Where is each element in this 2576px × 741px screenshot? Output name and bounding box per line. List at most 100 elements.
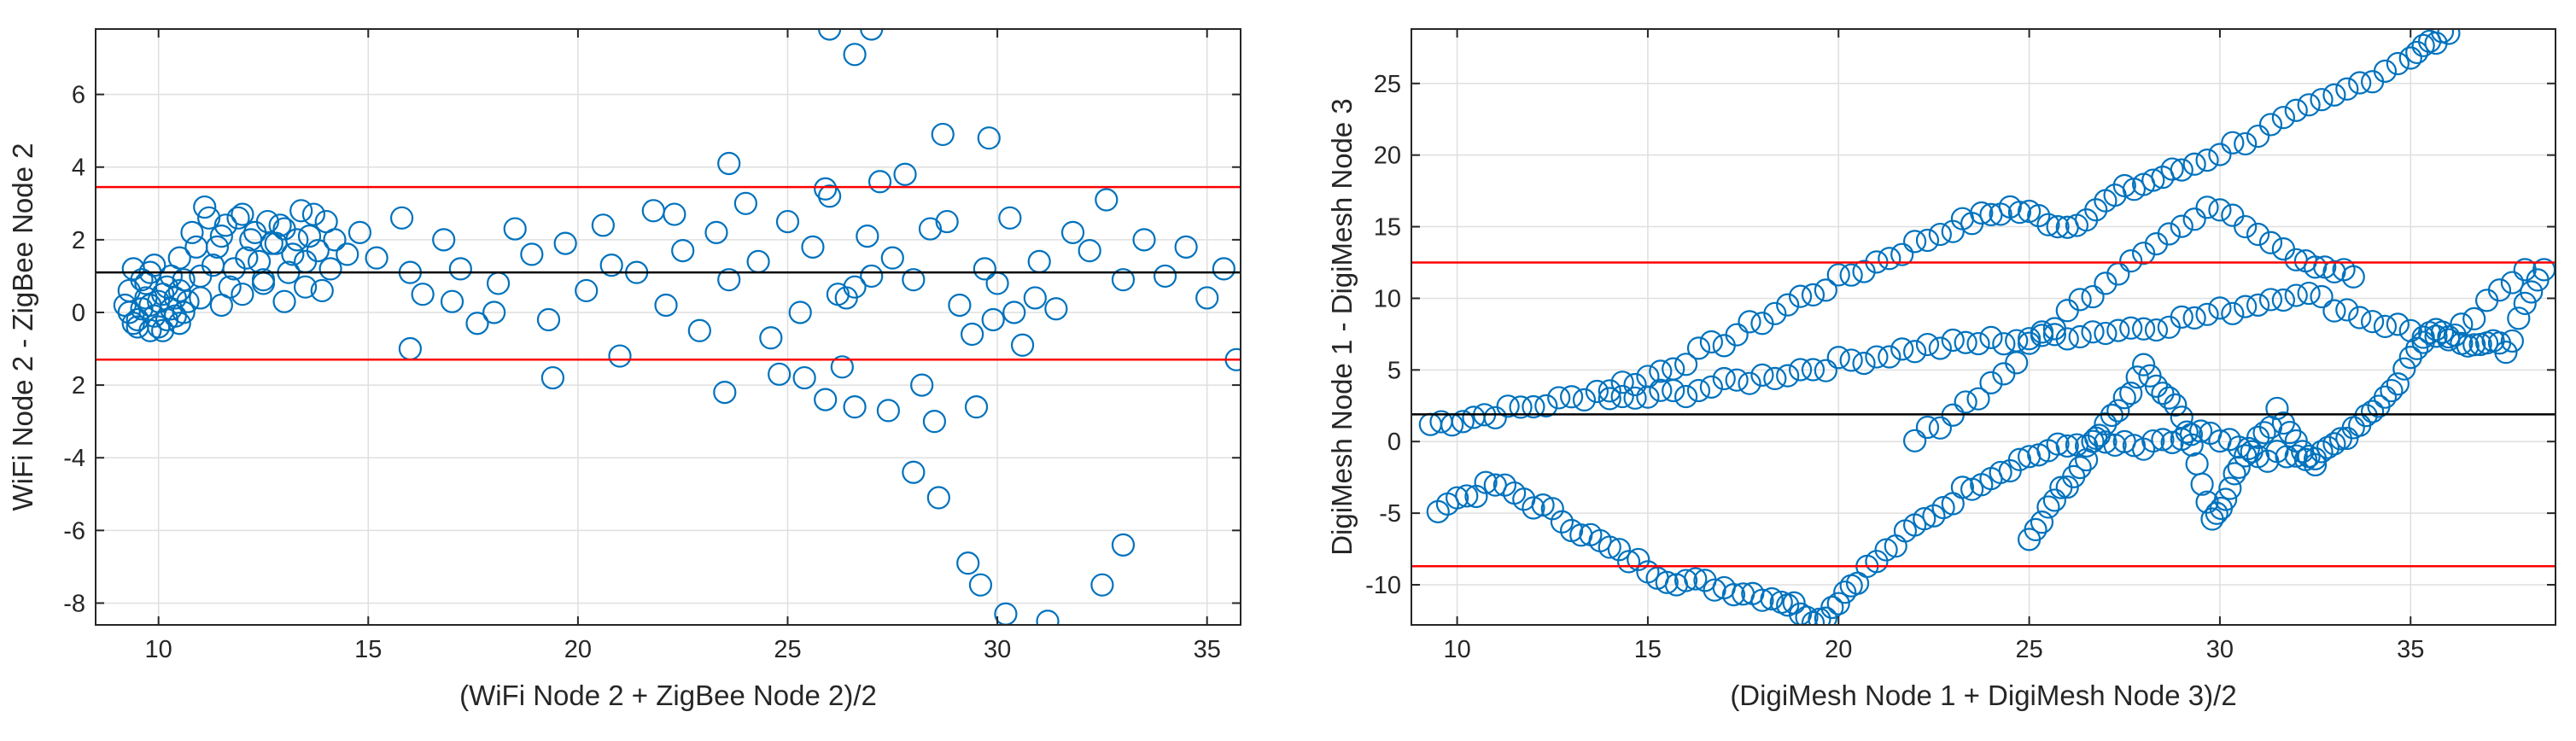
x-tick-label: 30 [984, 636, 1011, 663]
data-point [2036, 495, 2060, 519]
data-point [2160, 157, 2184, 181]
data-point [172, 268, 196, 292]
data-point [201, 254, 225, 277]
plot-frame [95, 28, 1241, 626]
data-point [1090, 573, 1114, 597]
data-point [2182, 207, 2206, 231]
y-tick-label: 10 [1374, 285, 1401, 312]
data-point [2190, 472, 2214, 496]
data-point [540, 365, 565, 390]
data-point [2398, 46, 2422, 70]
data-point [1839, 263, 1863, 287]
data-point [2024, 517, 2047, 541]
data-point [2258, 230, 2283, 254]
data-point [1979, 370, 2003, 394]
data-point [1750, 588, 1774, 612]
data-point [1572, 388, 1597, 411]
data-point [2234, 214, 2258, 239]
data-point [2141, 168, 2165, 192]
data-point [2513, 291, 2537, 315]
data-point [1839, 348, 1863, 372]
y-tick-label: 25 [1374, 71, 1401, 98]
data-point [1890, 337, 1914, 361]
data-point [1212, 257, 1235, 281]
data-point [2094, 321, 2117, 346]
data-point [117, 300, 141, 324]
data-point [2278, 421, 2302, 445]
data-point [977, 126, 1001, 150]
y-axis-label: DigiMesh Node 1 - DigiMesh Node 3 [1326, 98, 1358, 556]
data-point [1776, 293, 1800, 317]
data-point [1865, 550, 1889, 574]
data-point [1878, 345, 1901, 369]
data-point [323, 228, 347, 252]
data-point [2291, 440, 2315, 464]
data-point [1483, 406, 1507, 429]
data-point [2081, 429, 2105, 453]
data-point [2373, 59, 2398, 83]
data-point [1095, 188, 1119, 212]
data-point [2106, 318, 2130, 342]
data-point [814, 177, 838, 201]
data-point [2084, 198, 2108, 222]
data-point [2265, 396, 2289, 421]
data-point [1607, 538, 1632, 562]
data-point [2094, 430, 2117, 454]
data-point [1598, 387, 1621, 411]
data-point [1989, 202, 2012, 226]
data-point [2042, 323, 2066, 347]
data-point [608, 344, 632, 368]
data-point [2106, 399, 2130, 423]
data-point [1496, 394, 1520, 418]
data-point [2208, 198, 2232, 222]
data-point [1078, 239, 1101, 263]
data-point [297, 224, 322, 248]
data-point [2018, 327, 2042, 351]
data-point [2304, 452, 2328, 477]
data-point [1814, 606, 1837, 625]
data-point [193, 195, 217, 219]
data-point [213, 213, 237, 237]
data-point [155, 275, 179, 299]
data-point [733, 191, 757, 215]
data-point [235, 246, 259, 270]
data-point [389, 206, 414, 230]
data-point [2361, 400, 2385, 423]
data-point [998, 206, 1022, 230]
data-point [961, 322, 984, 347]
data-point [348, 220, 372, 244]
data-point [2175, 420, 2199, 444]
data-point [1795, 605, 1819, 625]
data-point [2125, 365, 2149, 389]
data-point [482, 300, 506, 324]
data-point [2322, 83, 2346, 107]
data-point [1522, 496, 1545, 520]
data-point [1627, 547, 1650, 572]
data-point [121, 312, 145, 335]
x-tick-label: 25 [774, 636, 801, 663]
data-point [1979, 325, 2003, 349]
data-point [310, 278, 334, 303]
data-point [1153, 264, 1177, 289]
data-point [843, 395, 867, 419]
data-point [2246, 293, 2270, 317]
data-point [671, 239, 695, 263]
data-point [746, 249, 770, 273]
data-point [2151, 428, 2175, 452]
data-point [1903, 340, 1927, 364]
data-point [2252, 421, 2276, 445]
data-point [1725, 323, 1749, 347]
data-point [1725, 368, 1749, 392]
data-point [2386, 312, 2410, 336]
data-point [272, 289, 296, 313]
data-point [209, 293, 233, 318]
data-point [876, 399, 900, 423]
data-point [2068, 324, 2092, 349]
data-point [448, 257, 472, 281]
data-point [1616, 550, 1641, 574]
data-point [1738, 371, 1761, 395]
data-point [1801, 358, 1825, 382]
data-point [2392, 357, 2416, 381]
data-point [536, 307, 561, 332]
x-tick-label: 15 [354, 636, 382, 663]
